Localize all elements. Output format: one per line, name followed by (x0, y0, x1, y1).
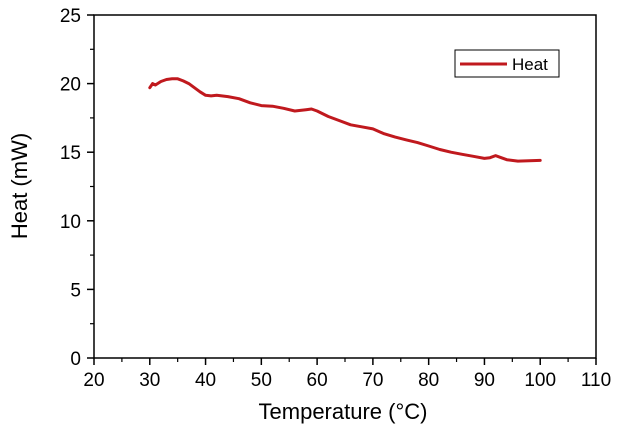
x-axis-title: Temperature (°C) (259, 399, 428, 424)
x-axis-tick-labels: 20 30 40 50 60 70 80 90 100 110 (83, 370, 611, 391)
y-axis-title: Heat (mW) (7, 133, 32, 239)
x-axis-ticks (93, 358, 597, 365)
x-tick-label-60: 60 (307, 370, 328, 391)
x-tick-label-20: 20 (83, 370, 104, 391)
x-tick-label-110: 110 (581, 370, 611, 391)
x-tick-label-80: 80 (418, 370, 439, 391)
x-tick-label-50: 50 (251, 370, 272, 391)
y-tick-label-15: 15 (60, 143, 81, 164)
y-axis-ticks (87, 14, 94, 359)
y-tick-label-20: 20 (60, 75, 81, 96)
x-tick-label-40: 40 (195, 370, 216, 391)
x-tick-label-100: 100 (524, 370, 556, 391)
series-line-heat (148, 77, 542, 163)
x-tick-label-30: 30 (139, 370, 160, 391)
y-axis-tick-labels: 0 5 10 15 20 25 (60, 6, 81, 370)
y-tick-label-0: 0 (70, 349, 81, 370)
legend-label-heat: Heat (512, 55, 548, 74)
y-tick-label-25: 25 (60, 6, 81, 27)
legend: Heat (454, 49, 560, 78)
x-tick-label-90: 90 (474, 370, 495, 391)
y-tick-label-10: 10 (60, 212, 81, 233)
y-tick-label-5: 5 (70, 280, 81, 301)
x-tick-label-70: 70 (362, 370, 383, 391)
series-layer (148, 77, 542, 163)
